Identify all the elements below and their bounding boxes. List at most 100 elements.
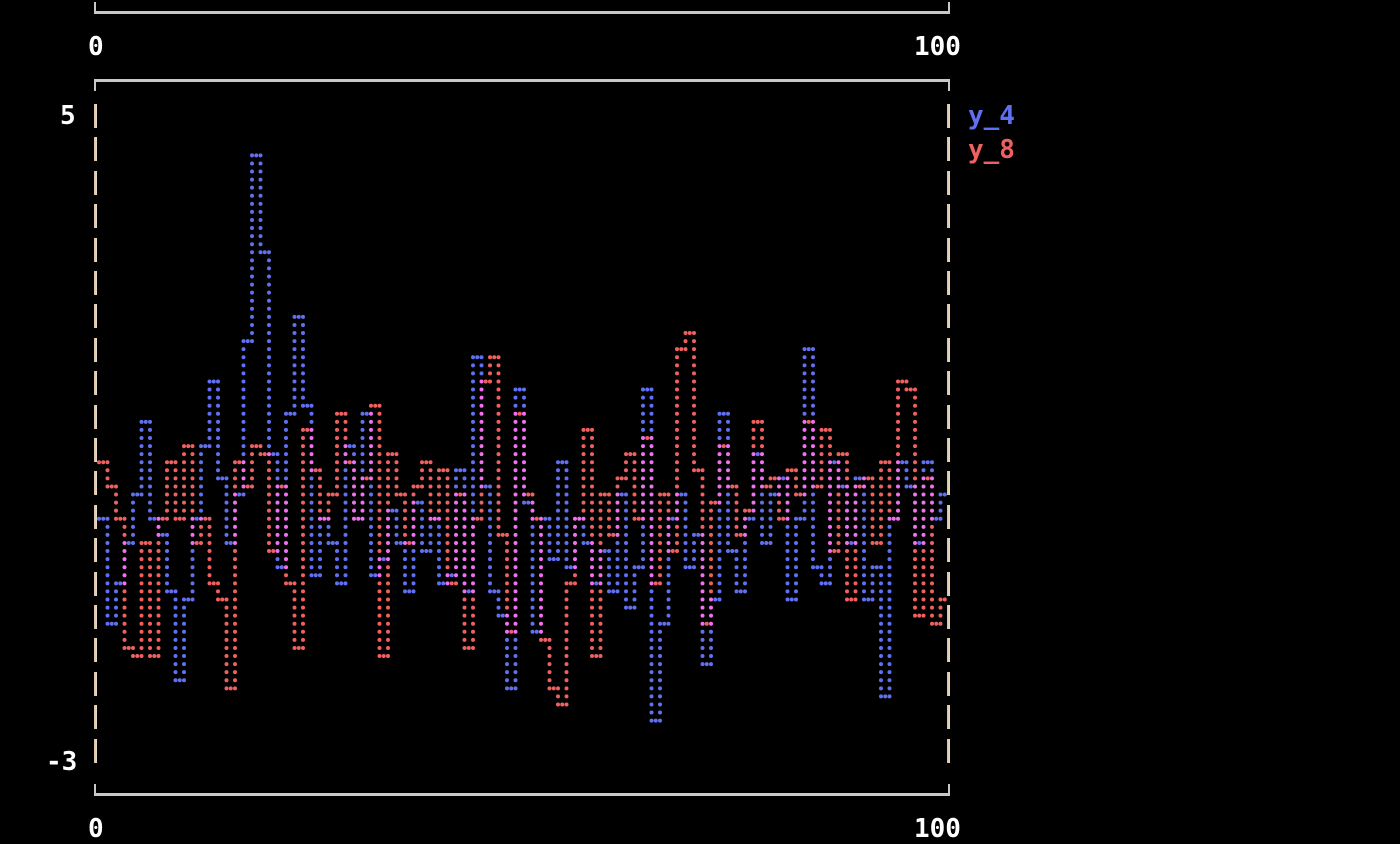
overlap-point: [513, 452, 518, 457]
y8-point: [896, 395, 900, 400]
y4-point: [649, 686, 654, 691]
y8-point: [730, 484, 735, 489]
overlap-point: [233, 492, 237, 497]
y4-point: [139, 444, 144, 449]
y4-point: [692, 540, 696, 545]
y4-point: [632, 597, 637, 602]
y4-point: [131, 524, 135, 529]
y4-point: [887, 662, 892, 667]
y4-point: [309, 403, 314, 408]
y8-point: [658, 532, 662, 537]
overlap-point: [615, 532, 620, 537]
overlap-point: [930, 476, 934, 481]
y4-point: [131, 540, 135, 545]
y4-point: [318, 573, 322, 578]
y4-point: [862, 581, 866, 586]
y8-point: [194, 540, 199, 545]
y4-point: [564, 460, 569, 465]
y4-point: [828, 557, 832, 562]
y8-point: [156, 549, 161, 554]
y8-point: [853, 573, 858, 578]
y4-point: [309, 484, 314, 489]
y4-point: [743, 589, 747, 594]
y8-point: [122, 621, 127, 626]
overlap-point: [828, 484, 832, 489]
y8-point: [624, 452, 628, 457]
overlap-point: [666, 532, 671, 537]
overlap-point: [462, 524, 467, 529]
y8-point: [709, 581, 713, 586]
y4-point: [182, 645, 186, 650]
y4-point: [794, 549, 798, 554]
y8-point: [318, 500, 322, 505]
overlap-point: [530, 500, 535, 505]
y8-point: [904, 387, 909, 392]
overlap-point: [649, 581, 654, 586]
y8-point: [233, 460, 237, 465]
overlap-point: [539, 565, 543, 570]
y8-point: [930, 557, 934, 562]
y4-point: [692, 565, 696, 570]
y8-point: [148, 645, 152, 650]
overlap-point: [479, 444, 484, 449]
y8-point: [836, 540, 841, 545]
y4-point: [794, 540, 798, 545]
y4-point: [262, 250, 267, 255]
y4-point: [615, 573, 620, 578]
y4-point: [275, 452, 280, 457]
y4-point: [734, 549, 739, 554]
y8-point: [437, 492, 441, 497]
y4-point: [879, 621, 883, 626]
y8-point: [173, 500, 178, 505]
y4-point: [241, 395, 246, 400]
y8-point: [386, 589, 390, 594]
y4-point: [241, 427, 246, 432]
y8-point: [845, 476, 849, 481]
y4-point: [513, 395, 518, 400]
y4-point: [360, 444, 365, 449]
overlap-point: [386, 532, 390, 537]
overlap-point: [284, 508, 288, 513]
y8-point: [590, 508, 594, 513]
y4-point: [420, 508, 424, 513]
y4-point: [556, 500, 560, 505]
y4-point: [581, 540, 586, 545]
overlap-point: [352, 484, 356, 489]
y8-point: [930, 549, 934, 554]
y8-point: [496, 444, 501, 449]
y8-point: [420, 460, 424, 465]
y4-point: [454, 476, 458, 481]
y4-point: [415, 500, 420, 505]
overlap-point: [598, 549, 603, 554]
y8-point: [250, 452, 254, 457]
y8-point: [598, 540, 603, 545]
y4-point: [165, 589, 169, 594]
y8-point: [590, 516, 594, 521]
y8-point: [122, 645, 127, 650]
y8-point: [700, 500, 705, 505]
y8-point: [377, 468, 382, 473]
y8-point: [942, 597, 947, 602]
y8-point: [415, 484, 420, 489]
y8-point: [700, 468, 705, 473]
y4-point: [556, 460, 560, 465]
y4-point: [258, 185, 263, 190]
y8-point: [233, 605, 237, 610]
y8-point: [879, 508, 883, 513]
y8-point: [845, 557, 849, 562]
y4-point: [190, 573, 195, 578]
y8-point: [870, 508, 875, 513]
overlap-point: [921, 492, 926, 497]
y4-point: [751, 516, 756, 521]
y8-point: [921, 581, 926, 586]
y4-point: [437, 549, 441, 554]
y8-point: [279, 484, 284, 489]
y4-point: [326, 532, 331, 537]
y4-point: [879, 605, 883, 610]
y4-point: [760, 524, 764, 529]
y4-point: [853, 476, 858, 481]
y8-point: [930, 597, 934, 602]
y4-point: [862, 540, 866, 545]
y8-point: [454, 581, 458, 586]
overlap-point: [275, 492, 280, 497]
